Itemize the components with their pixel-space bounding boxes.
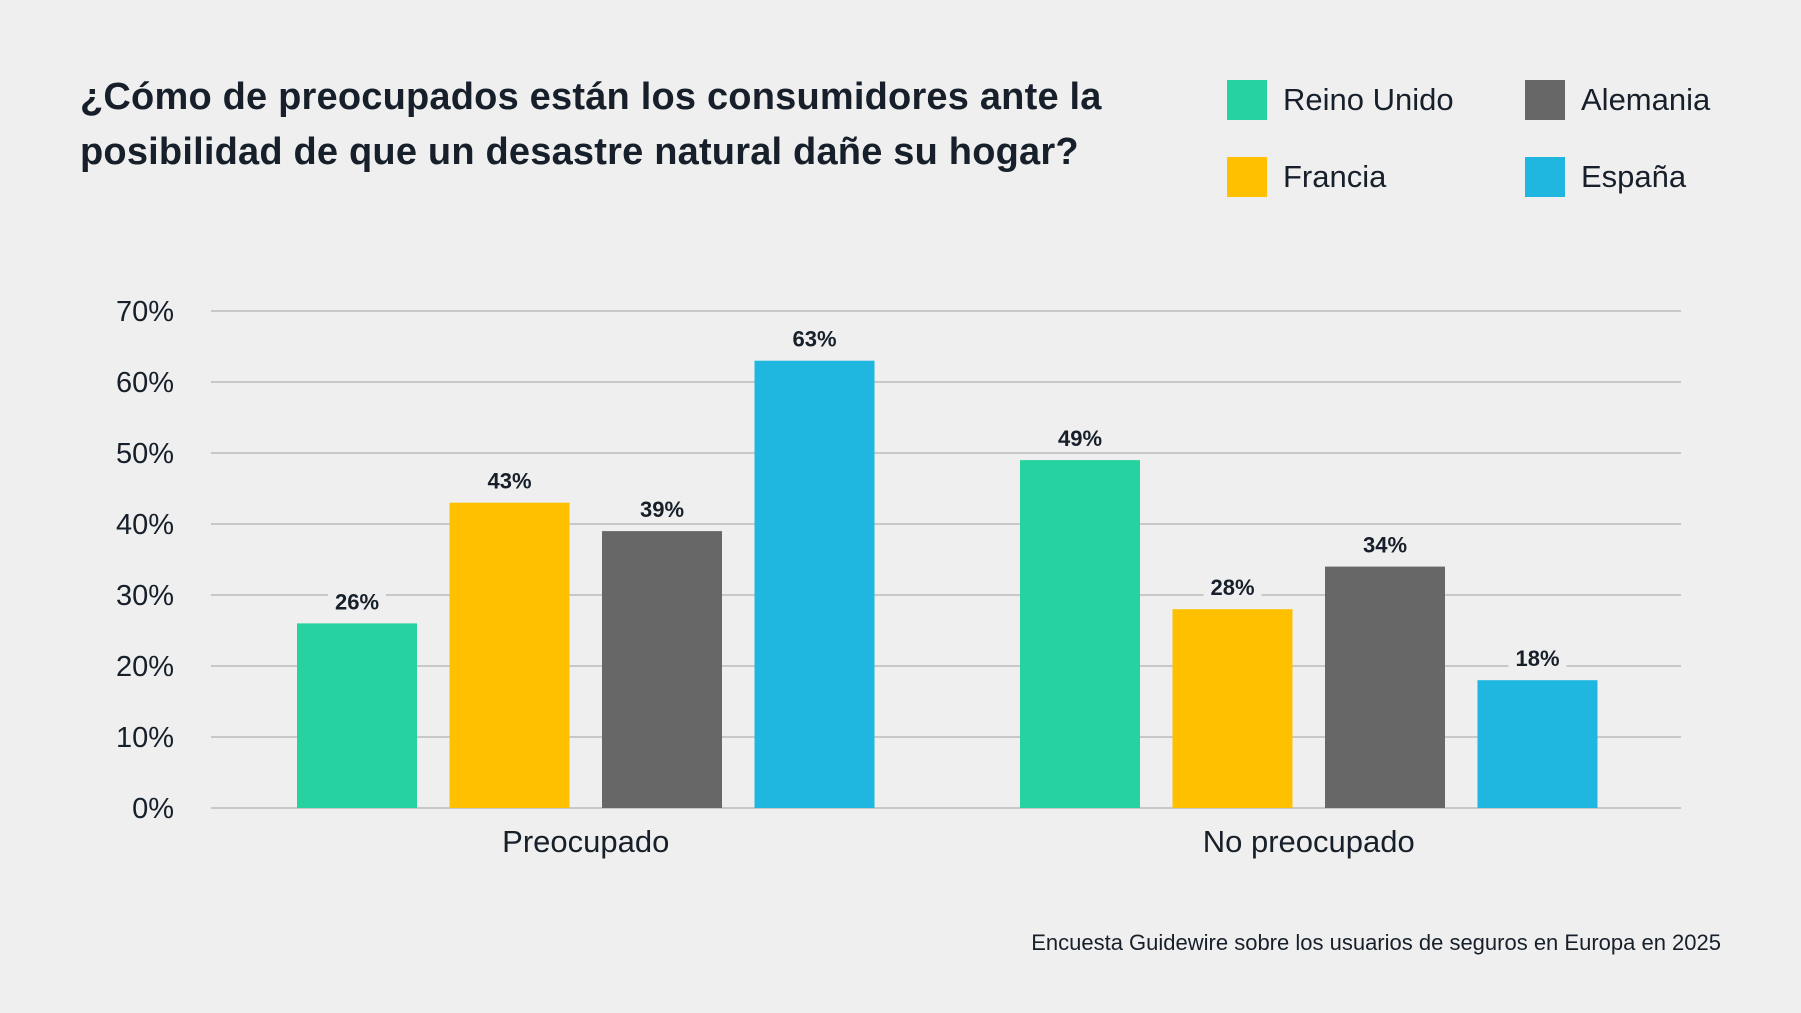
data-label: 26% [335, 589, 379, 614]
y-axis: 0% 10% 20% 30% 40% 50% 60% 70% [116, 296, 174, 825]
bar-francia-no-preocupado [1172, 609, 1293, 808]
legend-item-francia: Francia [1227, 157, 1386, 197]
data-label: 18% [1515, 646, 1559, 671]
y-tick-label: 70% [116, 296, 174, 328]
bar-francia-preocupado [449, 502, 570, 808]
y-tick-label: 60% [116, 367, 174, 399]
legend-label: Reino Unido [1283, 82, 1454, 117]
bar-reino-unido-preocupado [297, 623, 417, 808]
legend-item-espana: España [1525, 157, 1686, 197]
legend-label: Francia [1283, 159, 1387, 194]
x-axis: Preocupado No preocupado [502, 824, 1415, 859]
data-label: 49% [1058, 426, 1102, 451]
bar-españa-no-preocupado [1477, 680, 1598, 808]
data-label: 34% [1363, 533, 1407, 558]
legend-swatch [1525, 157, 1565, 197]
bar-alemania-no-preocupado [1325, 566, 1445, 808]
y-tick-label: 40% [116, 509, 174, 541]
bar-alemania-preocupado [602, 531, 722, 808]
legend-swatch [1227, 80, 1267, 120]
bars [297, 360, 1598, 808]
chart-title: ¿Cómo de preocupados están los consumido… [80, 76, 1102, 173]
y-tick-label: 20% [116, 651, 174, 683]
legend-label: España [1581, 159, 1687, 194]
data-labels: 26% 43% 39% 63% 49% 28% 34% 18% [328, 325, 1567, 672]
source-note: Encuesta Guidewire sobre los usuarios de… [1031, 930, 1721, 955]
y-tick-label: 50% [116, 438, 174, 470]
y-tick-label: 30% [116, 580, 174, 612]
gridlines [211, 310, 1681, 809]
legend-swatch [1525, 80, 1565, 120]
data-label: 39% [640, 497, 684, 522]
y-tick-label: 10% [116, 722, 174, 754]
x-category-label: Preocupado [502, 824, 669, 859]
legend-label: Alemania [1581, 82, 1711, 117]
data-label-bg [1051, 425, 1109, 452]
legend-item-reino-unido: Reino Unido [1227, 80, 1454, 120]
data-label: 63% [792, 327, 836, 352]
legend: Reino Unido Alemania Francia España [1227, 80, 1787, 210]
legend-item-alemania: Alemania [1525, 80, 1710, 120]
data-label-bg [785, 325, 844, 352]
bar-españa-preocupado [754, 360, 875, 808]
data-label-bg [633, 496, 691, 523]
data-label-bg [328, 588, 386, 615]
data-label-bg [1356, 531, 1414, 558]
data-label-bg [1203, 574, 1262, 601]
data-label: 43% [487, 469, 531, 494]
y-tick-label: 0% [132, 793, 174, 825]
x-category-label: No preocupado [1203, 824, 1415, 859]
legend-swatch [1227, 157, 1267, 197]
data-label-bg [480, 467, 539, 494]
data-label-bg [1508, 645, 1567, 672]
bar-reino-unido-no-preocupado [1020, 460, 1140, 808]
data-label: 28% [1210, 575, 1254, 600]
